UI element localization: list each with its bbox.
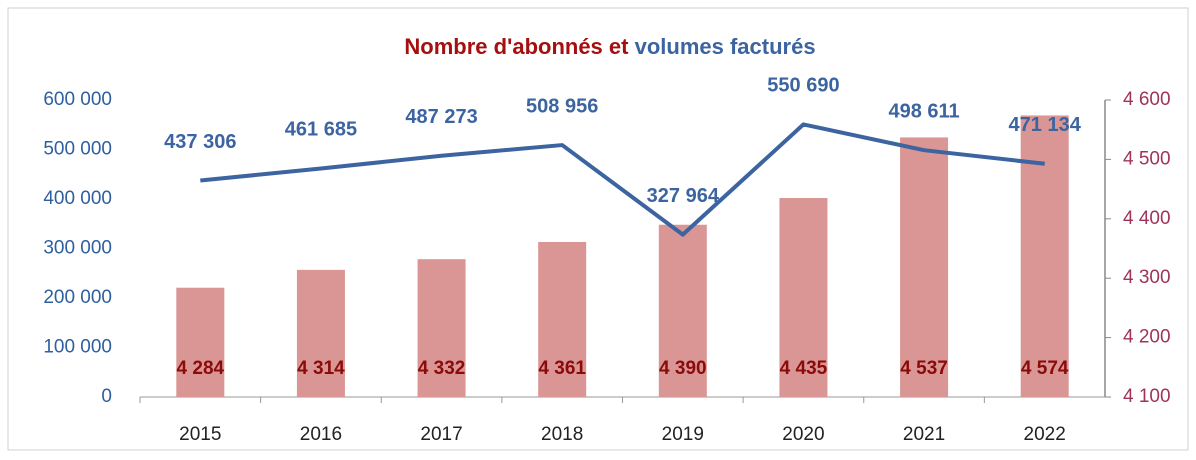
y-tick-label: 600 000 [43,89,112,110]
x-tick-label: 2017 [420,424,462,445]
title-part: et [609,34,629,59]
line-value-label: 437 306 [164,131,236,153]
y2-tick-label: 4 100 [1123,386,1171,407]
x-tick-label: 2015 [179,424,221,445]
y-tick-label: 400 000 [43,188,112,209]
title-part: volumes facturés [635,34,816,59]
bar [296,269,345,397]
bar-value-label: 4 435 [780,358,828,379]
y2-tick-label: 4 600 [1123,89,1171,110]
bar [538,241,587,397]
line-value-label: 487 273 [405,106,477,128]
bar-value-label: 4 574 [1021,358,1069,379]
y-tick-label: 100 000 [43,337,112,358]
x-tick-label: 2022 [1024,424,1066,445]
bar-value-label: 4 314 [297,358,345,379]
x-tick-label: 2020 [782,424,824,445]
line-value-label: 461 685 [285,119,357,141]
line-value-label: 327 964 [647,185,720,207]
chart-title: Nombre d'abonnés et volumes facturés [404,34,815,59]
y2-tick-label: 4 200 [1123,327,1171,348]
y-tick-label: 200 000 [43,287,112,308]
y-tick-label: 500 000 [43,139,112,160]
line [200,122,1045,237]
bar [417,259,466,397]
x-tick-label: 2019 [662,424,704,445]
bar [658,224,707,397]
y-tick-label: 300 000 [43,238,112,259]
bar-value-label: 4 361 [538,358,586,379]
x-tick-label: 2016 [300,424,342,445]
bar-value-label: 4 537 [900,358,948,379]
x-tick-label: 2021 [903,424,945,445]
line-value-label: 550 690 [767,75,839,97]
bar [900,137,949,397]
bar [176,287,225,397]
line-value-label: 508 956 [526,95,598,117]
y2-tick-label: 4 500 [1123,148,1171,169]
title-part: Nombre d'abonnés [404,34,602,59]
bar [779,198,828,397]
y-tick-label: 0 [101,386,112,407]
bar [1020,115,1069,397]
y2-tick-label: 4 400 [1123,208,1171,229]
x-tick-label: 2018 [541,424,583,445]
y2-tick-label: 4 300 [1123,267,1171,288]
bar-value-label: 4 390 [659,358,707,379]
bar-value-label: 4 284 [177,358,225,379]
bar-value-label: 4 332 [418,358,466,379]
line-value-label: 471 134 [1009,114,1082,136]
line-value-label: 498 611 [888,100,959,122]
